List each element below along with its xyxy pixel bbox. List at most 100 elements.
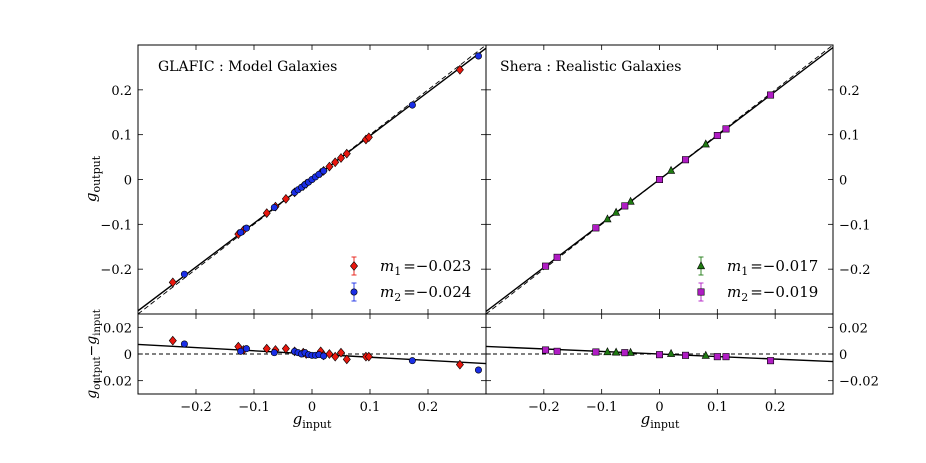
top-left-y-ticks: −0.2 −0.1 0 0.1 0.2: [100, 84, 486, 278]
tl-legend-label: m2 =−0.024: [380, 283, 471, 304]
bl-series1-point: [168, 335, 177, 346]
br-series1-point: [603, 347, 612, 356]
bl-series2-point: [237, 347, 245, 355]
tr-series1-point: [666, 165, 676, 174]
tr-series2-point: [713, 132, 721, 140]
bl-series1-point: [342, 354, 351, 365]
br-series1-point: [666, 348, 676, 357]
br-series1-point: [626, 347, 635, 356]
tr-ytick-label: 0.1: [839, 129, 860, 144]
br-series2-point: [682, 351, 690, 359]
bottom-right-plot-area: [486, 345, 833, 365]
tl-series2-point: [474, 52, 482, 60]
bl-ytick-label: 0: [124, 348, 132, 363]
br-series2-point: [722, 353, 730, 361]
tr-series2-point: [722, 125, 730, 133]
bottom-left-y-ticks: −0.02 0 0.02: [92, 321, 486, 390]
top-right-y-ticks: −0.2 −0.1 0 0.1 0.2: [486, 84, 871, 278]
tl-series1-point: [168, 277, 177, 288]
tl-ytick-label: 0: [124, 174, 132, 189]
tl-plot-content: [138, 45, 486, 314]
tl-series1-point: [337, 153, 345, 163]
br-xtick-label: 0.2: [765, 400, 786, 415]
bl-series1-point: [331, 351, 340, 362]
bottom-right-x-axis-label: ginput: [641, 410, 680, 431]
bl-series2-point: [270, 349, 278, 357]
bl-ytick-label: 0.02: [103, 321, 132, 336]
bottom-left-x-ticks: −0.2 −0.1 0 0.1 0.2: [180, 314, 438, 415]
br-ytick-label: 0.02: [839, 321, 868, 336]
br-series1-point: [701, 350, 710, 359]
tl-series1-point: [364, 132, 373, 143]
br-xtick-label: −0.2: [528, 400, 560, 415]
tl-series1-point: [342, 148, 351, 159]
tr-ytick-label: 0: [839, 174, 847, 189]
tr-series1-point: [612, 207, 621, 216]
panel-top-right: −0.2 −0.1 0 0.1 0.2 Shera : Realistic Galaxi…: [485, 44, 871, 315]
br-xtick-label: 0.1: [707, 400, 728, 415]
tl-series2-point: [180, 270, 188, 278]
bl-xtick-label: 0.1: [360, 400, 381, 415]
tr-legend-label: m1 =−0.017: [727, 257, 818, 278]
bottom-left-plot-area: [138, 335, 486, 374]
bl-series2-point: [180, 340, 188, 348]
top-right-title: Shera : Realistic Galaxies: [500, 59, 681, 75]
tl-series1-point: [281, 193, 290, 204]
br-plot-content: [486, 345, 833, 365]
tr-series2-point: [542, 262, 550, 270]
br-xtick-label: 0: [655, 400, 663, 415]
br-series1-point: [612, 347, 621, 356]
tr-legend-marker: [697, 288, 705, 296]
bl-series2-point: [474, 366, 482, 374]
bottom-right-x-ticks: −0.2 −0.1 0 0.1 0.2: [528, 314, 786, 415]
top-left-x-ticks: [195, 45, 429, 314]
bl-series2-point: [242, 345, 250, 353]
br-series2-point: [553, 347, 561, 355]
tl-legend-marker: [350, 261, 358, 271]
br-series2-point: [713, 353, 721, 361]
tl-ytick-label: −0.1: [100, 218, 132, 233]
bl-xtick-label: −0.1: [238, 400, 270, 415]
top-left-plot-area: [138, 45, 486, 314]
tl-ytick-label: −0.2: [100, 263, 132, 278]
br-ytick-label: 0: [839, 348, 847, 363]
bl-plot-content: [138, 335, 486, 374]
tr-series2-point: [682, 156, 690, 164]
tr-series1-point: [626, 196, 635, 205]
bl-series1-point: [281, 343, 290, 354]
bl-series1-point: [262, 343, 271, 354]
tl-series2-point: [237, 228, 245, 236]
tr-ytick-label: 0.2: [839, 84, 860, 99]
tl-legend-marker: [350, 288, 358, 296]
tr-legend-marker: [696, 261, 706, 270]
tl-series2-point: [408, 101, 416, 109]
panel-top-left: −0.2−0.100.10.2 GLAFIC : Model Galaxies …: [100, 44, 487, 315]
tl-legend-label: m1 =−0.023: [380, 257, 471, 278]
top-right-plot-area: [486, 45, 833, 314]
bl-xtick-label: 0: [308, 400, 316, 415]
bl-series2-point: [320, 352, 328, 360]
br-series2-point: [767, 357, 775, 365]
bl-xtick-label: −0.2: [180, 400, 212, 415]
tr-series2-point: [655, 176, 663, 184]
tr-series2-point: [621, 202, 629, 210]
tl-series1-point: [262, 208, 271, 218]
br-series2-point: [592, 348, 600, 356]
tl-series2-point: [315, 170, 323, 178]
tl-series2-point: [270, 203, 278, 211]
panel-bottom-left: −0.02 0 0.02 −0.2 −0.1 0 0.1 0.2: [92, 313, 487, 415]
br-series2-point: [621, 349, 629, 357]
br-series2-point: [655, 351, 663, 359]
top-y-axis-label: goutput: [82, 155, 103, 202]
tr-series1-point: [701, 139, 710, 148]
bottom-right-y-ticks: −0.02 0 0.02: [486, 321, 879, 390]
top-right-legend: m1 =−0.017 m2 =−0.019: [696, 256, 818, 304]
tr-ytick-label: −0.1: [839, 218, 871, 233]
top-right-x-ticks: [543, 45, 776, 314]
tr-series1-point: [603, 214, 612, 223]
bl-series2-point: [408, 357, 416, 365]
bottom-left-x-axis-label: ginput: [293, 410, 332, 431]
bl-xtick-label: 0.2: [418, 400, 439, 415]
bl-series1-point: [325, 349, 334, 359]
br-series2-point: [542, 346, 550, 354]
